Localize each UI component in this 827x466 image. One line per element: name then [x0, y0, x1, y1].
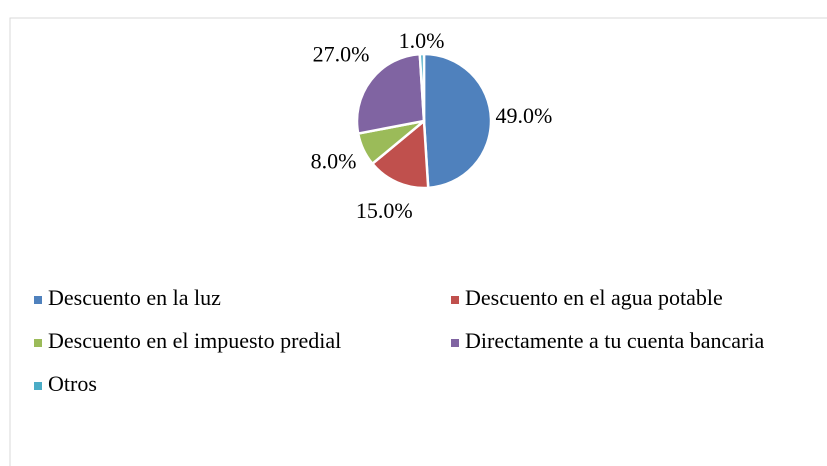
- legend-label: Otros: [48, 371, 97, 396]
- pie-slice: [355, 52, 426, 136]
- legend-label: Descuento en la luz: [48, 285, 221, 310]
- legend-label: Descuento en el agua potable: [465, 285, 723, 310]
- data-label: 1.0%: [399, 28, 445, 53]
- pie-slice: [370, 118, 430, 190]
- data-label: 27.0%: [313, 42, 370, 67]
- data-label: 49.0%: [496, 103, 553, 128]
- data-label: 15.0%: [356, 198, 413, 223]
- legend-swatch: [34, 382, 42, 390]
- legend-swatch: [34, 339, 42, 347]
- pie-slice: [418, 52, 426, 122]
- legend-swatch: [451, 339, 459, 347]
- legend-swatch: [451, 296, 459, 304]
- legend-label: Directamente a tu cuenta bancaria: [465, 328, 765, 353]
- legend-swatch: [34, 296, 42, 304]
- pie-slice: [422, 52, 493, 190]
- data-label: 8.0%: [311, 149, 357, 174]
- legend-label: Descuento en el impuesto predial: [48, 328, 341, 353]
